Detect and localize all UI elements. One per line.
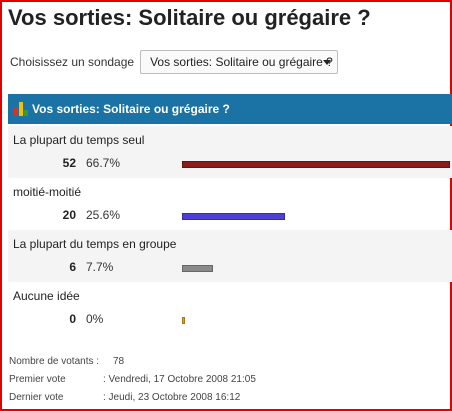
answer-label: moitié-moitié	[13, 185, 82, 199]
answer-row: moitié-moitié 20 25.6%	[8, 178, 452, 230]
poll-header-title: Vos sorties: Solitaire ou grégaire ?	[32, 102, 230, 116]
answer-count: 52	[62, 156, 76, 170]
answer-percent: 25.6%	[86, 208, 121, 222]
stat-value: : Jeudi, 23 Octobre 2008 16:12	[103, 392, 241, 403]
poll-select-dropdown[interactable]: Vos sorties: Solitaire ou grégaire ?	[140, 50, 339, 74]
answer-count: 0	[69, 312, 76, 326]
bar-chart-icon	[14, 102, 28, 116]
answer-bar	[182, 265, 213, 272]
page-title: Vos sorties: Solitaire ou grégaire ?	[8, 5, 371, 30]
answer-bar	[182, 317, 185, 324]
answer-row: La plupart du temps seul 52 66.7%	[8, 126, 452, 178]
chevron-down-icon[interactable]	[323, 60, 332, 65]
poll-header: Vos sorties: Solitaire ou grégaire ?	[8, 94, 452, 124]
stat-value: 78	[113, 356, 125, 367]
answer-percent: 66.7%	[86, 156, 121, 170]
stat-value: : Vendredi, 17 Octobre 2008 21:05	[103, 374, 256, 385]
answer-count: 20	[62, 208, 76, 222]
answer-row: Aucune idée 0 0%	[8, 282, 452, 334]
stat-label: Nombre de votants :	[9, 356, 100, 367]
answer-bar	[182, 161, 450, 168]
answer-count: 6	[69, 260, 76, 274]
answer-label: La plupart du temps en groupe	[13, 237, 177, 251]
poll-results: La plupart du temps seul 52 66.7% moitié…	[8, 126, 452, 334]
stat-label: Premier vote	[9, 374, 66, 385]
poll-selector-row: Choisissez un sondage Vos sorties: Solit…	[10, 49, 339, 75]
answer-label: La plupart du temps seul	[13, 133, 145, 147]
answer-percent: 7.7%	[86, 260, 114, 274]
stat-label: Dernier vote	[9, 392, 64, 403]
answer-bar	[182, 213, 285, 220]
answer-percent: 0%	[86, 312, 104, 326]
answer-row: La plupart du temps en groupe 6 7.7%	[8, 230, 452, 282]
answer-label: Aucune idée	[13, 289, 80, 303]
poll-select-label: Choisissez un sondage	[10, 55, 135, 69]
poll-select-value: Vos sorties: Solitaire ou grégaire ?	[150, 55, 333, 69]
